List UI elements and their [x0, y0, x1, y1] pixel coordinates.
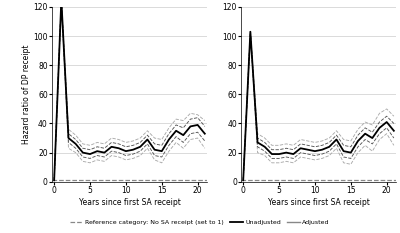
Legend: Reference category: No SA receipt (set to 1), Unadjusted, Adjusted: Reference category: No SA receipt (set t… [68, 217, 332, 228]
Y-axis label: Hazard ratio of DP receipt: Hazard ratio of DP receipt [22, 45, 30, 144]
X-axis label: Years since first SA receipt: Years since first SA receipt [268, 198, 370, 207]
X-axis label: Years since first SA receipt: Years since first SA receipt [78, 198, 180, 207]
